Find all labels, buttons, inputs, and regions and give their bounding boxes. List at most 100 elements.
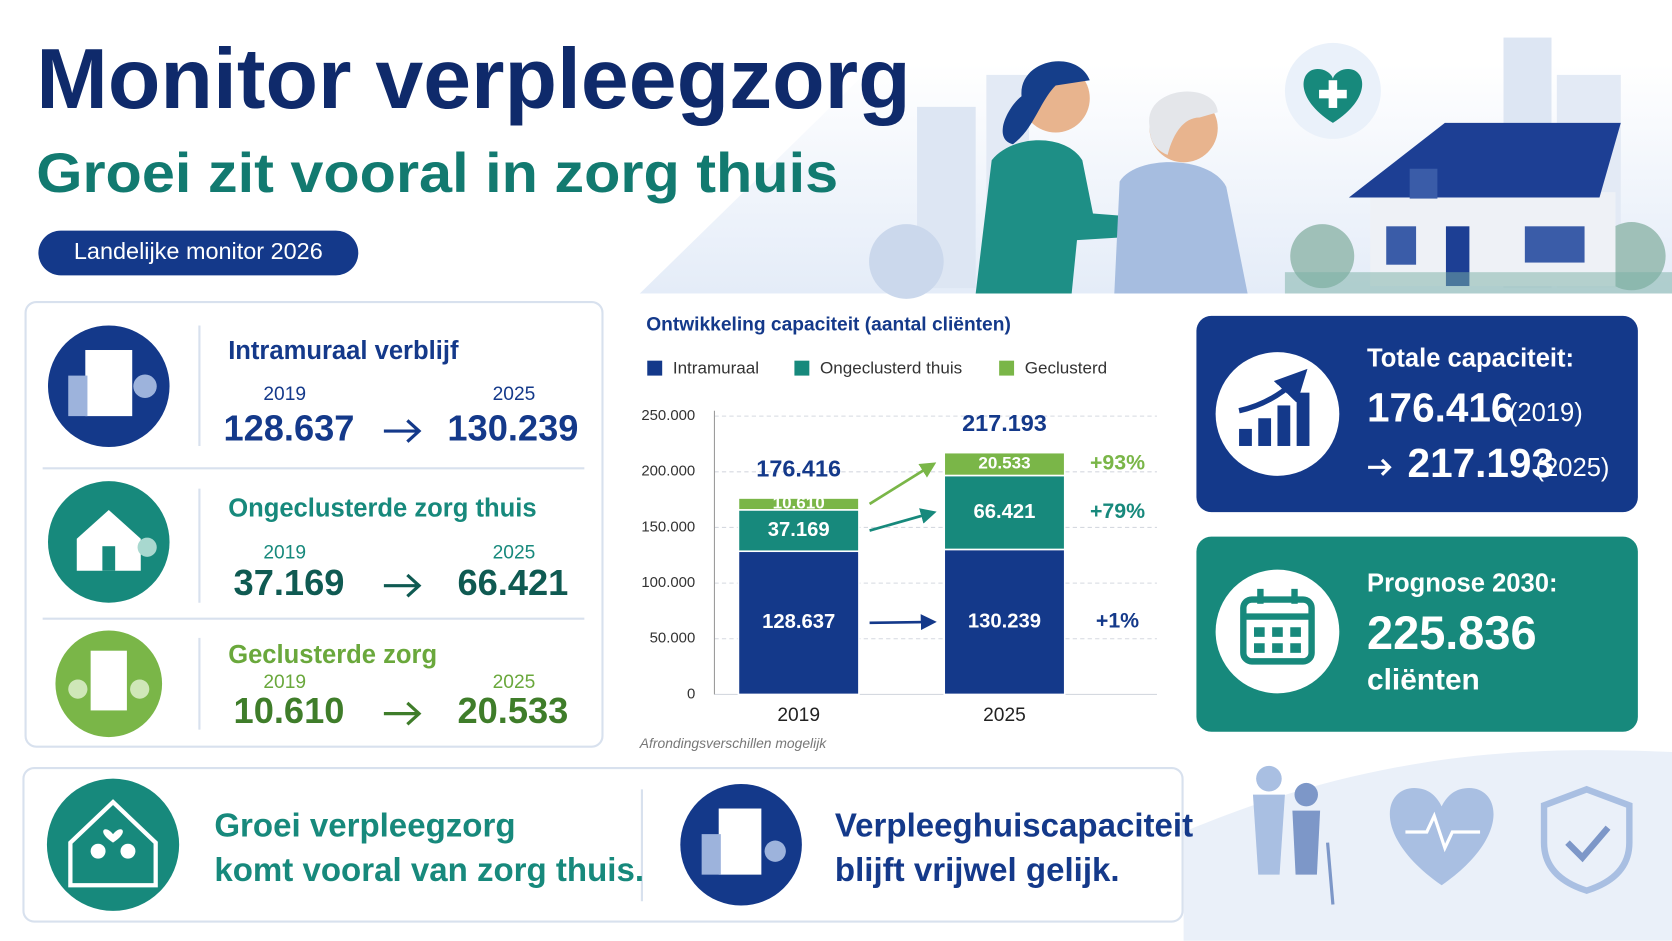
category-panel-shape xyxy=(76,509,141,571)
bar-segment xyxy=(737,550,860,696)
category-panel-shape xyxy=(130,679,150,699)
illustration-shape xyxy=(1524,226,1585,263)
footer-shape xyxy=(718,808,762,875)
legend-swatch xyxy=(999,360,1015,376)
footer-shape xyxy=(1405,811,1481,853)
footer-text: komt vooral van zorg thuis. xyxy=(214,852,644,889)
category-panel-shape xyxy=(24,300,604,748)
illustration xyxy=(639,37,1672,299)
footer-shape xyxy=(46,778,180,911)
footer-shape xyxy=(701,834,721,875)
illustration-shape xyxy=(1319,89,1347,99)
illustration-shape xyxy=(975,140,1163,294)
category-panel-shape xyxy=(90,650,127,711)
growth-label: +1% xyxy=(1096,609,1139,633)
row-title: Intramuraal verblijf xyxy=(228,337,459,365)
stacked-bar-chart: Ontwikkeling capaciteit (aantal cliënten… xyxy=(639,315,1157,751)
footer-shape xyxy=(1325,842,1335,905)
footer-shape xyxy=(1256,765,1282,792)
footer-shape xyxy=(103,829,123,843)
category-panel-shape xyxy=(133,374,157,398)
row-year: 2025 xyxy=(493,543,536,564)
badge-bg xyxy=(38,230,359,276)
category-panel-shape xyxy=(137,537,157,557)
forecast-card: Prognose 2030: 225.836 cliënten xyxy=(1196,536,1638,732)
row-year: 2019 xyxy=(263,543,306,564)
y-tick-label: 50.000 xyxy=(650,630,696,647)
bar-segment xyxy=(737,497,860,511)
forecast-card-shape xyxy=(1254,643,1265,653)
value-label: 66.421 xyxy=(974,501,1036,523)
card-value: 217.193 xyxy=(1408,440,1554,486)
chart-note: Afrondingsverschillen mogelijk xyxy=(639,735,827,751)
category-panel-shape xyxy=(68,375,88,417)
footer-shape xyxy=(1292,810,1321,875)
row-year: 2025 xyxy=(493,672,536,693)
forecast-card-shape xyxy=(1290,643,1301,653)
y-tick-label: 250.000 xyxy=(641,407,695,424)
bar-segment xyxy=(737,509,860,553)
legend-swatch xyxy=(794,360,810,376)
growth-arrow xyxy=(868,462,937,506)
footer-text: Verpleeghuiscapaciteit xyxy=(835,807,1193,844)
card-label: Prognose 2030: xyxy=(1367,569,1558,597)
row-title: Ongeclusterde zorg thuis xyxy=(228,495,536,523)
bar-segment xyxy=(943,548,1066,696)
footer-shape xyxy=(1294,782,1318,807)
row-year: 2019 xyxy=(263,672,306,693)
forecast-card-shape xyxy=(1240,596,1315,665)
card-value: 225.836 xyxy=(1367,607,1537,659)
footer-shape xyxy=(764,840,786,862)
growth-arrow xyxy=(869,508,937,532)
category-panel-shape xyxy=(102,546,116,571)
illustration-shape xyxy=(1445,226,1470,287)
x-tick-label: 2025 xyxy=(983,705,1026,726)
y-tick-label: 100.000 xyxy=(641,574,695,591)
forecast-card-shape xyxy=(1254,627,1265,637)
row-value: 128.637 xyxy=(223,408,354,449)
growth-arrow xyxy=(869,614,937,631)
illustration-shape xyxy=(1409,168,1438,199)
total-card-shape xyxy=(1258,418,1272,446)
card-label: Totale capaciteit: xyxy=(1367,344,1574,372)
subtitle: Groei zit vooral in zorg thuis xyxy=(36,142,838,204)
illustration-shape xyxy=(1149,91,1218,155)
illustration-shape xyxy=(1386,226,1417,265)
bar-segment xyxy=(943,451,1066,477)
card-year: (2019) xyxy=(1509,399,1583,427)
arrow xyxy=(1368,458,1392,476)
total-card-shape xyxy=(1239,428,1252,446)
row-value: 20.533 xyxy=(457,690,568,731)
category-panel-shape xyxy=(383,419,422,443)
value-label: 20.533 xyxy=(978,454,1030,473)
card-unit: cliënten xyxy=(1367,664,1480,697)
forecast-card-shape xyxy=(1272,627,1283,637)
category-panel-shape xyxy=(85,350,133,417)
legend-swatch xyxy=(647,360,663,376)
illustration-shape xyxy=(1284,272,1672,294)
total-card: Totale capaciteit: 176.416 (2019) 217.19… xyxy=(1196,315,1638,513)
chart-title: Ontwikkeling capaciteit (aantal cliënten… xyxy=(646,315,1011,336)
illustration-shape xyxy=(1114,162,1248,294)
footer-shape xyxy=(22,766,1184,923)
row-value: 66.421 xyxy=(457,562,568,603)
total-label: 217.193 xyxy=(962,410,1047,436)
category-panel: Intramuraal verblijf 2019 2025 128.637 130.2… xyxy=(24,300,604,748)
illustration-shape xyxy=(869,224,944,299)
legend-label: Ongeclusterd thuis xyxy=(820,359,962,378)
footer-shape xyxy=(1540,785,1633,894)
illustration-shape xyxy=(1002,61,1090,145)
row-value: 10.610 xyxy=(234,690,345,731)
growth-label: +93% xyxy=(1090,451,1145,475)
title: Monitor verpleegzorg xyxy=(36,32,910,127)
card-year: (2025) xyxy=(1536,454,1610,482)
footer-shape xyxy=(90,843,106,859)
footer-shape xyxy=(1565,825,1611,863)
y-tick-label: 200.000 xyxy=(641,463,695,480)
footer: Groei verpleegzorg komt vooral van zorg t… xyxy=(22,750,1672,941)
header: Monitor verpleegzorg Groei zit vooral in… xyxy=(36,32,911,276)
value-label: 10.610 xyxy=(773,493,825,512)
